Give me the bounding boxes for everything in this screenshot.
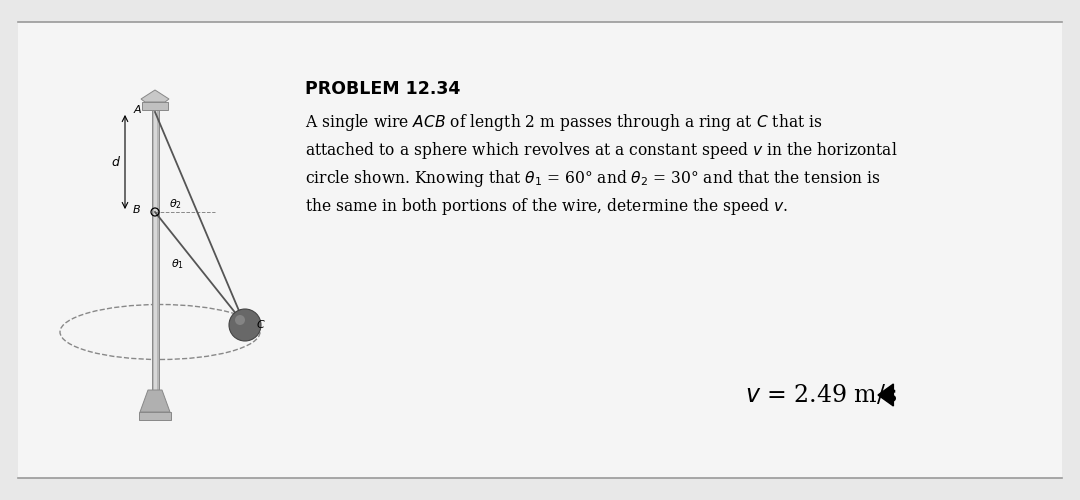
Polygon shape — [140, 390, 170, 412]
Text: B: B — [133, 205, 140, 215]
Polygon shape — [141, 90, 168, 102]
Text: d: d — [111, 156, 119, 168]
Bar — [153, 110, 157, 390]
Text: A: A — [133, 105, 140, 115]
Circle shape — [235, 315, 245, 325]
Text: $\theta_2$: $\theta_2$ — [168, 197, 181, 211]
Text: $\theta_1$: $\theta_1$ — [171, 257, 184, 271]
Text: $\mathit{v}$ = 2.49 m/s: $\mathit{v}$ = 2.49 m/s — [745, 383, 897, 407]
Text: the same in both portions of the wire, determine the speed $\mathit{v}$.: the same in both portions of the wire, d… — [305, 196, 788, 217]
Polygon shape — [878, 384, 893, 406]
Text: A single wire $\mathit{ACB}$ of length 2 m passes through a ring at $\mathit{C}$: A single wire $\mathit{ACB}$ of length 2… — [305, 112, 823, 133]
Bar — [139, 412, 171, 420]
Bar — [151, 110, 159, 390]
Text: PROBLEM 12.34: PROBLEM 12.34 — [305, 80, 460, 98]
Bar — [141, 102, 168, 110]
Text: circle shown. Knowing that $\theta_1$ = 60° and $\theta_2$ = 30° and that the te: circle shown. Knowing that $\theta_1$ = … — [305, 168, 880, 189]
Circle shape — [229, 309, 261, 341]
Text: C: C — [257, 320, 265, 330]
Text: attached to a sphere which revolves at a constant speed $\mathit{v}$ in the hori: attached to a sphere which revolves at a… — [305, 140, 897, 161]
